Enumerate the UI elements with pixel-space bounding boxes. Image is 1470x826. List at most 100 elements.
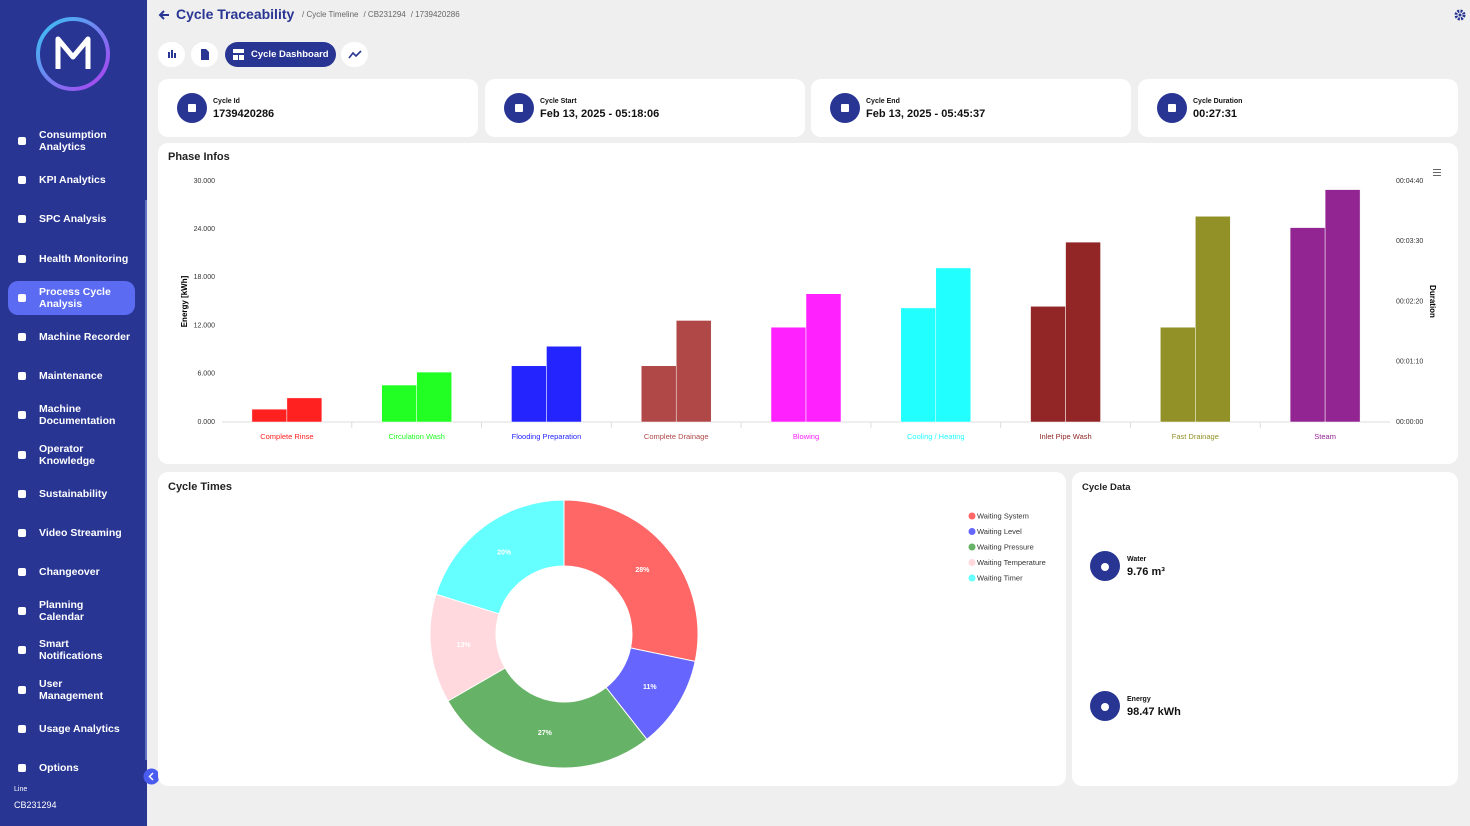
nav-item[interactable]: KPI Analytics [8,163,135,197]
nav-label: Changeover [39,566,100,579]
nav-icon [18,568,26,577]
pie-slice [435,499,565,615]
phase-panel: Phase Infos Energy [kWh] Duration 0.000 6.0… [158,143,1458,464]
x-tick-label: Complete Drainage [644,432,709,441]
nav-icon-shape [18,685,26,694]
tab-trend[interactable] [341,42,368,67]
breadcrumb[interactable]: / Cycle Timeline [302,10,359,19]
legend-swatch [968,559,976,566]
nav-icon [18,764,26,773]
bar [935,267,972,423]
nav-item[interactable]: Process Cycle Analysis [8,280,135,315]
nav-item[interactable]: SPC Analysis [8,202,135,236]
card-icon [177,93,207,123]
pie-slice [447,667,648,769]
bar [1160,326,1196,423]
nav-item[interactable]: Maintenance [8,359,135,393]
nav-icon-shape [18,332,26,341]
nav-icon [18,254,26,263]
chart-title: Phase Infos [168,151,230,163]
nav-item[interactable]: Planning Calendar [8,594,135,628]
nav-item[interactable]: Sustainability [8,477,135,511]
nav-label: Health Monitoring [39,252,129,265]
y-tick-label: 30.000 [194,178,216,185]
y2-tick-label: 00:01:10 [1396,359,1423,366]
nav-item[interactable]: Consumption Analytics [8,124,135,158]
nav-label: Smart Notifications [39,638,103,663]
nav-item[interactable]: Changeover [8,555,135,589]
nav-item[interactable]: Video Streaming [8,516,135,550]
card-label: Cycle Duration [1193,98,1243,105]
nav-icon-shape [18,137,26,145]
card-icon [504,93,534,123]
nav-label: Video Streaming [39,526,122,539]
nav-icon-shape [18,176,26,185]
tab-document[interactable] [191,42,218,67]
nav-item[interactable]: Operator Knowledge [8,438,135,472]
legend-swatch [968,543,976,551]
tab-label: Cycle Dashboard [251,49,329,60]
nav-icon-shape [18,450,26,459]
chart-title: Cycle Times [168,481,232,493]
legend-swatch [968,512,976,520]
slice-label: 11% [643,684,657,691]
card-label: Cycle Start [540,98,577,105]
nav-label: Planning Calendar [39,599,84,624]
x-tick-label: Cooling / Heating [907,432,965,441]
card-icon [830,93,860,123]
nav-item[interactable]: Machine Recorder [8,320,135,354]
nav-item[interactable]: Options [8,751,135,785]
slice-label: 13% [457,642,472,649]
nav-icon [18,137,26,145]
bar-chart: Phase Infos Energy [kWh] Duration 0.000 6.0… [168,151,1441,441]
info-card: Cycle Id 1739420286 [158,79,478,137]
card-label: Cycle Id [213,98,240,105]
collapse-button[interactable] [143,768,160,785]
x-tick-label: Blowing [793,432,819,441]
nav-icon-shape [18,254,26,263]
nav-icon-shape [18,724,26,733]
nav-icon-shape [18,568,26,577]
x-tick-label: Fast Drainage [1172,432,1219,441]
x-tick-label: Steam [1314,432,1336,441]
nav-icon-shape [18,489,26,498]
y2-tick-label: 00:04:40 [1396,178,1423,185]
data-label: Water [1127,556,1147,563]
nav-icon [18,646,26,655]
nav-item[interactable]: Health Monitoring [8,242,135,276]
nav-item[interactable]: Smart Notifications [8,633,135,667]
nav-icon-shape [18,372,26,381]
nav-icon-shape [18,293,26,302]
data-label: Energy [1127,696,1151,703]
nav-icon [18,607,26,616]
nav-label: Machine Documentation [39,403,116,428]
nav-label: SPC Analysis [39,213,107,226]
bar [675,320,712,423]
card-icon-glyph [515,104,523,112]
nav-icon [18,215,26,224]
y-tick-label: 12.000 [194,322,216,329]
tab-bar-chart[interactable] [158,42,185,67]
bar [1195,216,1231,423]
data-icon-glyph [1101,703,1109,711]
menu-icon[interactable] [1433,169,1441,176]
nav-icon [18,685,26,694]
breadcrumb[interactable]: / 1739420286 [410,10,460,19]
breadcrumbs: / Cycle Timeline / CB231294 / 1739420286 [302,10,460,19]
back-arrow[interactable] [157,8,171,22]
info-card: Cycle End Feb 13, 2025 - 05:45:37 [811,79,1131,137]
tab-cycle-dashboard[interactable]: Cycle Dashboard [225,42,336,67]
data-icon [1090,551,1120,581]
breadcrumb[interactable]: / CB231294 [363,10,406,19]
logo [36,17,110,91]
x-tick-label: Complete Rinse [260,432,313,441]
legend-label: Waiting System [977,511,1029,520]
nav-label: Process Cycle Analysis [39,285,111,310]
settings-icon[interactable] [1454,9,1466,21]
nav-label: Options [39,762,79,775]
nav-item[interactable]: Usage Analytics [8,712,135,746]
nav-item[interactable]: Machine Documentation [8,398,135,432]
bar [805,293,842,423]
nav-item[interactable]: User Management [8,673,135,707]
